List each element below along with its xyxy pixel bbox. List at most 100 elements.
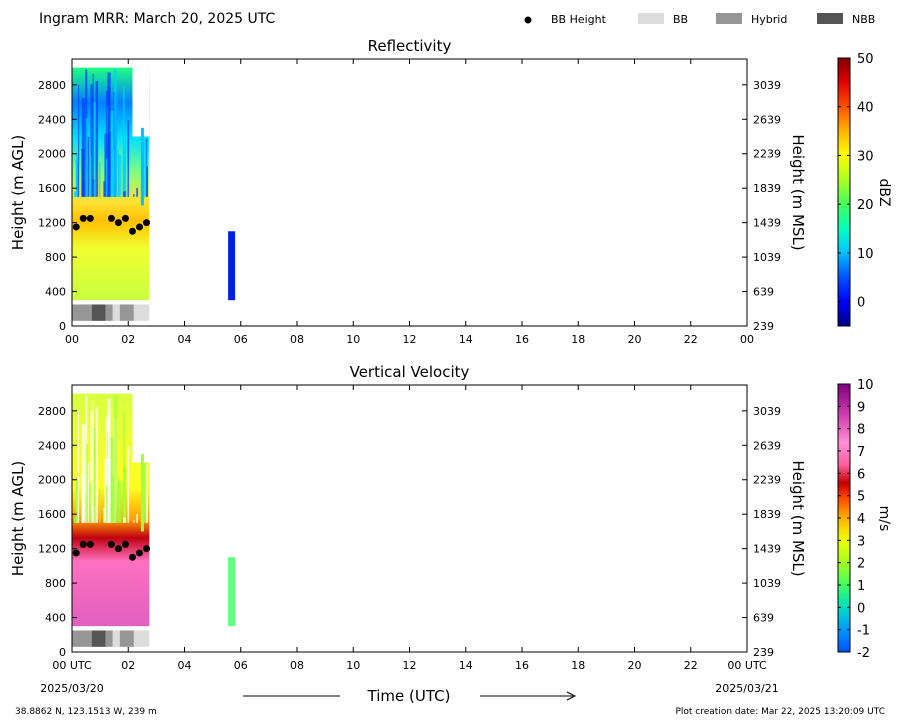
end-date: 2025/03/21 bbox=[715, 682, 778, 695]
x-tick-label: 14 bbox=[459, 659, 473, 672]
radar-field bbox=[72, 67, 236, 301]
colorbar-tick-label: -2 bbox=[857, 646, 870, 661]
x-tick-label: 18 bbox=[571, 659, 585, 672]
echo-streak bbox=[118, 155, 122, 197]
echo-streak bbox=[114, 69, 117, 197]
x-tick-label: 00 UTC bbox=[727, 659, 767, 672]
echo-streak bbox=[73, 191, 77, 197]
classification-segment bbox=[72, 630, 92, 647]
panel-title: Vertical Velocity bbox=[350, 363, 470, 381]
y-tick-label: 2000 bbox=[38, 148, 66, 161]
bb-height-point bbox=[136, 549, 143, 557]
x-tick-label: 18 bbox=[571, 333, 585, 346]
x-tick-label: 16 bbox=[515, 333, 529, 346]
echo-streak bbox=[117, 475, 119, 523]
x-tick-label: 02 bbox=[121, 333, 135, 346]
classification-segment bbox=[112, 304, 120, 321]
y-tick-label: 800 bbox=[45, 577, 66, 590]
y-tick-label-right: 1839 bbox=[753, 508, 781, 521]
echo-streak bbox=[90, 410, 93, 523]
bb-height-point bbox=[107, 214, 115, 222]
colorbar-tick-label: 1 bbox=[857, 579, 865, 594]
y-tick-label: 2800 bbox=[38, 405, 66, 418]
colorbar-tick-label: -1 bbox=[857, 624, 870, 639]
x-tick-label: 04 bbox=[178, 659, 192, 672]
bb-height-point bbox=[79, 540, 87, 548]
x-tick-label: 22 bbox=[684, 333, 698, 346]
creation-date: Plot creation date: Mar 22, 2025 13:20:0… bbox=[675, 707, 885, 717]
classification-segment bbox=[119, 630, 134, 647]
x-tick-label: 12 bbox=[403, 333, 417, 346]
bb-height-point bbox=[79, 214, 87, 222]
y-tick-label: 0 bbox=[59, 320, 66, 333]
bb-height-point bbox=[86, 540, 94, 548]
echo-streak bbox=[105, 158, 109, 197]
y-tick-label-right: 2639 bbox=[753, 439, 781, 452]
y-tick-label-right: 1039 bbox=[753, 251, 781, 264]
echo-streak bbox=[87, 462, 90, 523]
x-tick-label: 14 bbox=[459, 333, 473, 346]
classification-segment bbox=[105, 304, 113, 321]
x-tick-label: 10 bbox=[346, 659, 360, 672]
colorbar-tick-label: 10 bbox=[857, 247, 874, 262]
echo-streak bbox=[146, 464, 148, 523]
no-echo-gap bbox=[132, 393, 150, 463]
echo-streak bbox=[92, 399, 94, 523]
echo-streak bbox=[92, 427, 97, 523]
colorbar-tick-label: 6 bbox=[857, 467, 865, 482]
y-tick-label: 2800 bbox=[38, 79, 66, 92]
legend-swatch-hybrid bbox=[716, 13, 742, 24]
echo-streak bbox=[133, 194, 135, 197]
bb-height-point bbox=[121, 540, 129, 548]
echo-streak bbox=[117, 149, 119, 197]
colorbar-tick-label: 40 bbox=[857, 101, 874, 116]
bb-height-point bbox=[107, 540, 115, 548]
echo-streak bbox=[110, 149, 115, 197]
y-tick-label: 1200 bbox=[38, 217, 66, 230]
colorbar-tick-label: 10 bbox=[857, 378, 874, 393]
x-tick-label: 20 bbox=[628, 659, 642, 672]
y-tick-label: 2400 bbox=[38, 113, 66, 126]
echo-streak bbox=[122, 482, 126, 523]
echo-streak bbox=[90, 84, 93, 197]
colorbar-tick-label: 3 bbox=[857, 534, 865, 549]
y-tick-label-right: 639 bbox=[753, 612, 774, 625]
classification-segment bbox=[133, 304, 150, 321]
panel-title: Reflectivity bbox=[368, 37, 452, 55]
x-tick-label: 04 bbox=[178, 333, 192, 346]
echo-streak bbox=[92, 73, 94, 197]
echo-streak bbox=[122, 517, 126, 523]
bb-height-point bbox=[143, 219, 151, 227]
y-tick-label: 400 bbox=[45, 286, 66, 299]
classification-segment bbox=[72, 304, 92, 321]
echo-streak bbox=[140, 127, 144, 206]
y-tick-label-right: 1439 bbox=[753, 543, 781, 556]
y-tick-label: 800 bbox=[45, 251, 66, 264]
echo-streak bbox=[105, 484, 109, 523]
echo-streak bbox=[107, 459, 111, 523]
classification-segment bbox=[119, 304, 134, 321]
radar-field bbox=[72, 393, 236, 627]
x-tick-label: 00 bbox=[740, 333, 754, 346]
y-tick-label: 0 bbox=[59, 646, 66, 659]
isolated-echo bbox=[228, 231, 236, 301]
echo-streak bbox=[95, 81, 99, 197]
echo-streak bbox=[81, 423, 85, 523]
y-axis-label-right: Height (m MSL) bbox=[789, 460, 807, 576]
echo-streak bbox=[136, 513, 139, 523]
echo-streak bbox=[76, 486, 79, 523]
bb-height-point bbox=[86, 214, 94, 222]
y-tick-label: 400 bbox=[45, 612, 66, 625]
echo-streak bbox=[110, 475, 115, 523]
bb-height-point bbox=[128, 227, 136, 235]
echo-streak bbox=[107, 133, 111, 197]
echo-streak bbox=[76, 160, 79, 197]
echo-streak bbox=[87, 136, 90, 197]
bb-height-point bbox=[72, 549, 80, 557]
y-tick-label: 2000 bbox=[38, 474, 66, 487]
echo-streak bbox=[77, 411, 80, 523]
x-tick-label: 08 bbox=[290, 659, 304, 672]
echo-streak bbox=[88, 482, 92, 523]
